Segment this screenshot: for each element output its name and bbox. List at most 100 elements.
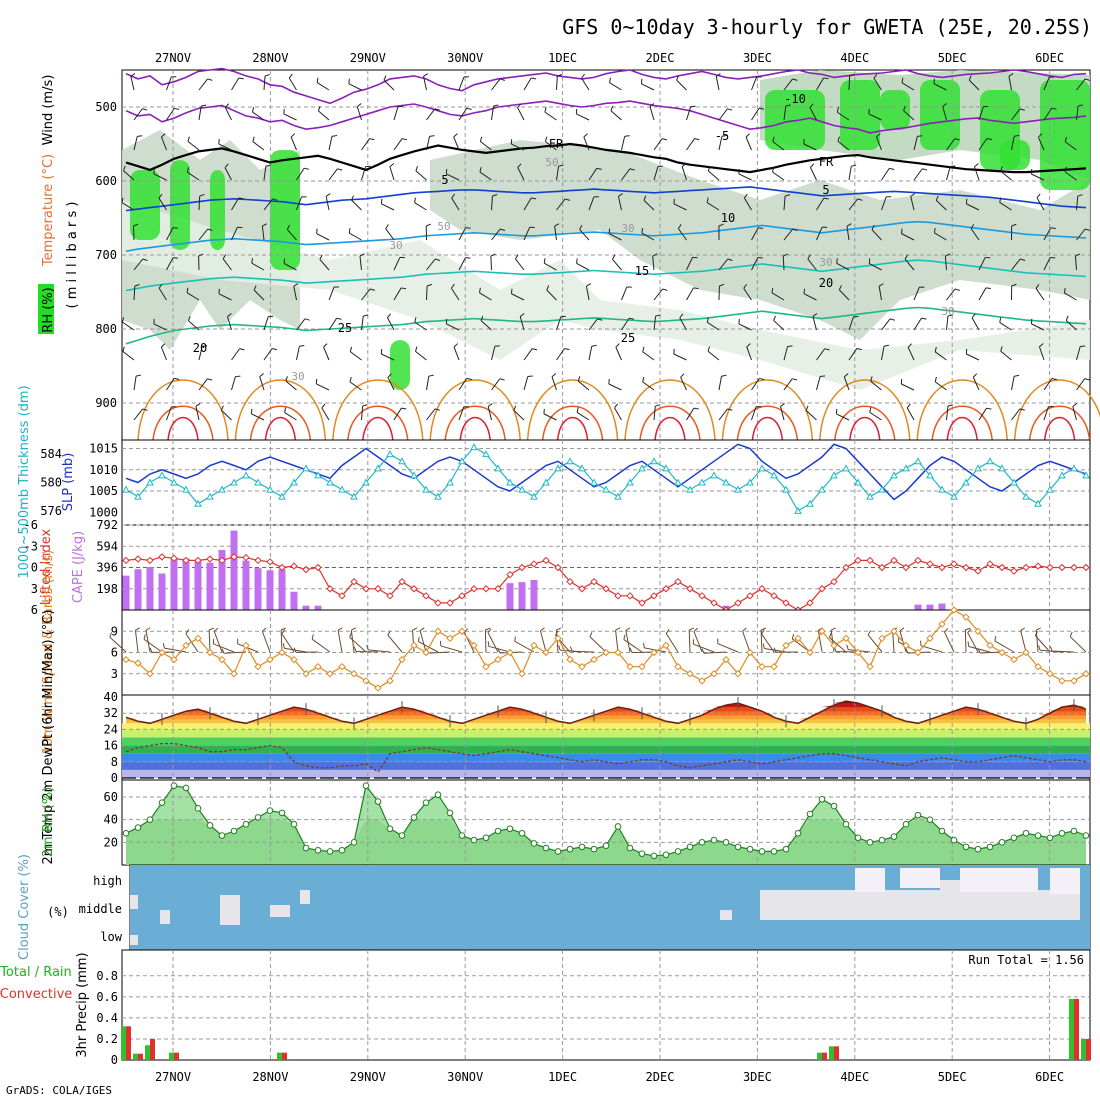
wind-barb-flag [743, 283, 748, 289]
wind-speed-point [218, 655, 226, 664]
wind-barb-flag [576, 407, 579, 413]
wind-barb-flag [652, 253, 658, 257]
wind-barb [946, 138, 956, 151]
wind-barb [751, 76, 758, 91]
temperature-contour-25 [526, 379, 619, 441]
cape-bar [314, 605, 322, 610]
rh-point [146, 816, 154, 823]
wind-barb-flag [871, 224, 875, 230]
temp-tick-label: 8 [111, 755, 118, 769]
wind-barb-flag [385, 224, 389, 229]
wind-barb [480, 141, 492, 151]
wind-barb-flag [387, 373, 392, 378]
wind-barb [803, 293, 817, 301]
surface-wind-barb-flag [135, 627, 141, 631]
cape-bar [302, 605, 310, 610]
lifted-index-axis-label: Lifted Index [39, 528, 54, 605]
wind-barb-flag [820, 375, 826, 377]
wind-barb [579, 229, 590, 241]
surface-wind-barb-flag [977, 648, 981, 654]
wind-barb-flag [515, 254, 519, 260]
wind-barb-flag [624, 135, 630, 137]
wind-barb-flag [492, 194, 498, 197]
rh-point [554, 848, 562, 855]
wind-barb-flag [917, 135, 923, 137]
wind-barb [316, 233, 330, 241]
wind-barb-flag [1077, 104, 1084, 107]
surface-wind-barb [693, 643, 715, 653]
thickness-slp-ticks: 1015 1010 1005 1000 584 580 576 [40, 442, 118, 520]
cloud-cell [900, 868, 940, 888]
pressure-tick-label: 900 [95, 396, 117, 410]
wind-barb [491, 346, 496, 361]
wind-barb-flag [986, 138, 992, 141]
wind-barb [133, 136, 138, 151]
cape-tick-label: 792 [96, 518, 118, 532]
contour-label: 20 [819, 276, 833, 290]
surface-wind-barb [440, 645, 463, 653]
wind-barb [836, 262, 850, 271]
wind-speed-point [806, 648, 814, 657]
lifted-index-point [674, 577, 682, 586]
wind-barb-flag [453, 343, 459, 348]
wind-barb [809, 107, 817, 121]
wind-barb-flag [955, 288, 961, 291]
wind-barb-flag [968, 75, 972, 81]
lifted-index-point [590, 577, 598, 586]
thickness-point [770, 471, 778, 479]
wind-speed-point [194, 634, 202, 643]
wind-barb-flag [662, 288, 668, 291]
wind-barb [122, 321, 135, 331]
wind-barb [1037, 136, 1045, 151]
lifted-index-point [1022, 563, 1030, 572]
wind-barb [296, 346, 300, 361]
wind-barb [707, 170, 720, 181]
lifted-index-point [866, 556, 874, 565]
wind-speed-point [890, 627, 898, 635]
wind-barb-flag [1063, 287, 1066, 294]
contour-label: 30 [291, 370, 304, 383]
wind-barb-flag [986, 407, 992, 410]
temperature-band [122, 737, 1090, 746]
wind-barb-flag [676, 75, 680, 81]
wind-barb [491, 378, 501, 391]
wind-barb-flag [161, 133, 166, 138]
wind-speed-point [266, 655, 274, 664]
surface-wind-barb [539, 630, 547, 653]
rh-point [986, 843, 994, 851]
wind-barb-flag [849, 73, 855, 77]
wind-barb [361, 138, 370, 151]
wind-barb-flag [434, 108, 440, 111]
rh-point [806, 810, 814, 818]
wind-barb [846, 226, 850, 241]
rh-point [470, 836, 478, 844]
wind-barb [583, 136, 590, 151]
wind-barb-flag [903, 105, 906, 111]
wind-barb [423, 76, 427, 91]
wind-barb-flag [746, 343, 751, 348]
wind-barb [907, 347, 915, 361]
wind-barb-flag [362, 404, 368, 407]
wind-barb [385, 228, 395, 241]
temperature-contour-25 [721, 379, 814, 441]
wind-barb [393, 287, 402, 301]
cape-bar [266, 570, 274, 610]
wind-barb [681, 166, 687, 181]
thickness-point [1046, 485, 1054, 493]
thickness-point [290, 478, 298, 486]
surface-wind-barb-flag [556, 627, 562, 631]
surface-wind-barb-flag [867, 630, 872, 636]
wind-barb [772, 171, 785, 181]
wind-barb-flag [906, 403, 911, 409]
wind-barb [772, 141, 785, 151]
wind-barb-flag [490, 253, 496, 257]
surface-wind-barb-flag [387, 630, 391, 636]
wind-barb-flag [199, 193, 205, 197]
surface-wind-barb [761, 633, 775, 653]
rh-point [650, 852, 658, 860]
wind-barb-flag [142, 408, 148, 411]
wind-barb-flag [809, 103, 814, 108]
wind-barb [511, 293, 525, 301]
wind-barb [942, 106, 947, 121]
wind-barb [615, 346, 622, 361]
